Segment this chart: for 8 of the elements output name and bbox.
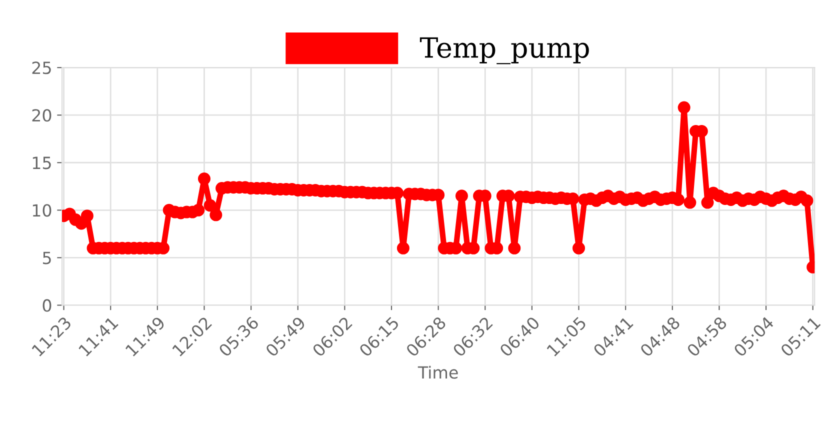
y-tick-label: 25 — [32, 62, 51, 74]
y-tick-label: 10 — [32, 204, 52, 217]
y-tick-label: 0 — [42, 299, 52, 312]
y-tick-label: 20 — [32, 109, 52, 122]
legend-label: Temp_pump — [420, 37, 589, 64]
x-axis-title: Time — [418, 366, 458, 379]
y-tick-label: 15 — [32, 156, 51, 170]
y-tick-label: 5 — [42, 252, 51, 264]
